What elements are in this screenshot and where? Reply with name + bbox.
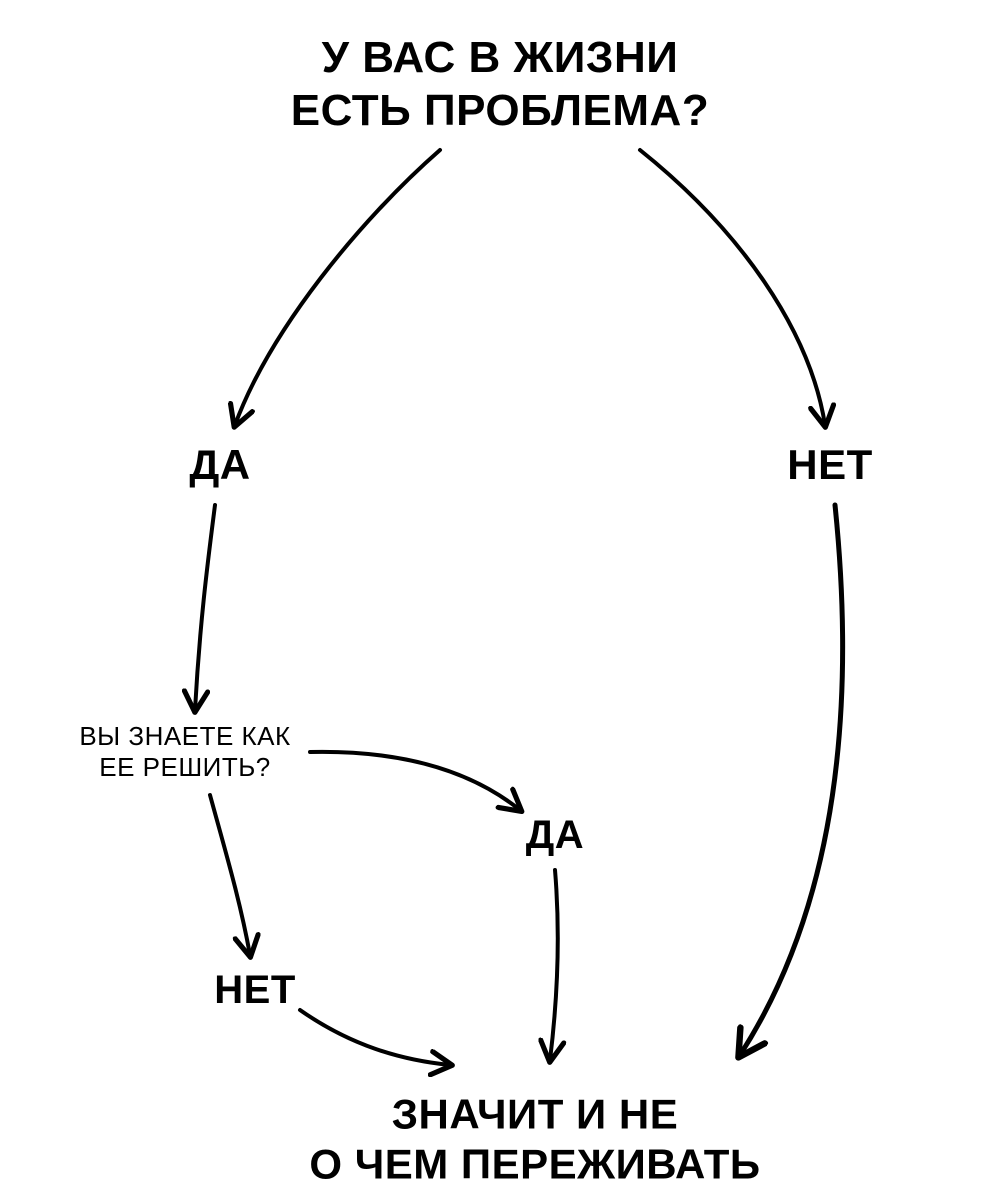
edge-no2-to-final xyxy=(300,1010,450,1065)
edge-title-to-yes1 xyxy=(235,150,440,425)
node-title: У ВАС В ЖИЗНИ ЕСТЬ ПРОБЛЕМА? xyxy=(291,32,709,138)
edge-yes1-to-solve xyxy=(195,505,215,710)
edge-solve-to-yes2 xyxy=(310,752,520,810)
node-yes2: ДА xyxy=(526,811,584,859)
edge-solve-to-no2 xyxy=(210,795,250,955)
flowchart-edges xyxy=(0,0,995,1196)
node-yes1: ДА xyxy=(189,440,250,490)
node-solve: ВЫ ЗНАЕТЕ КАК ЕЕ РЕШИТЬ? xyxy=(79,721,290,783)
node-no2: НЕТ xyxy=(214,966,296,1014)
node-final: ЗНАЧИТ И НЕ О ЧЕМ ПЕРЕЖИВАТЬ xyxy=(309,1090,760,1191)
edge-title-to-no1 xyxy=(640,150,825,425)
node-no1: НЕТ xyxy=(787,440,873,490)
edge-yes2-to-final xyxy=(550,870,558,1060)
edge-no1-to-final xyxy=(740,505,843,1055)
